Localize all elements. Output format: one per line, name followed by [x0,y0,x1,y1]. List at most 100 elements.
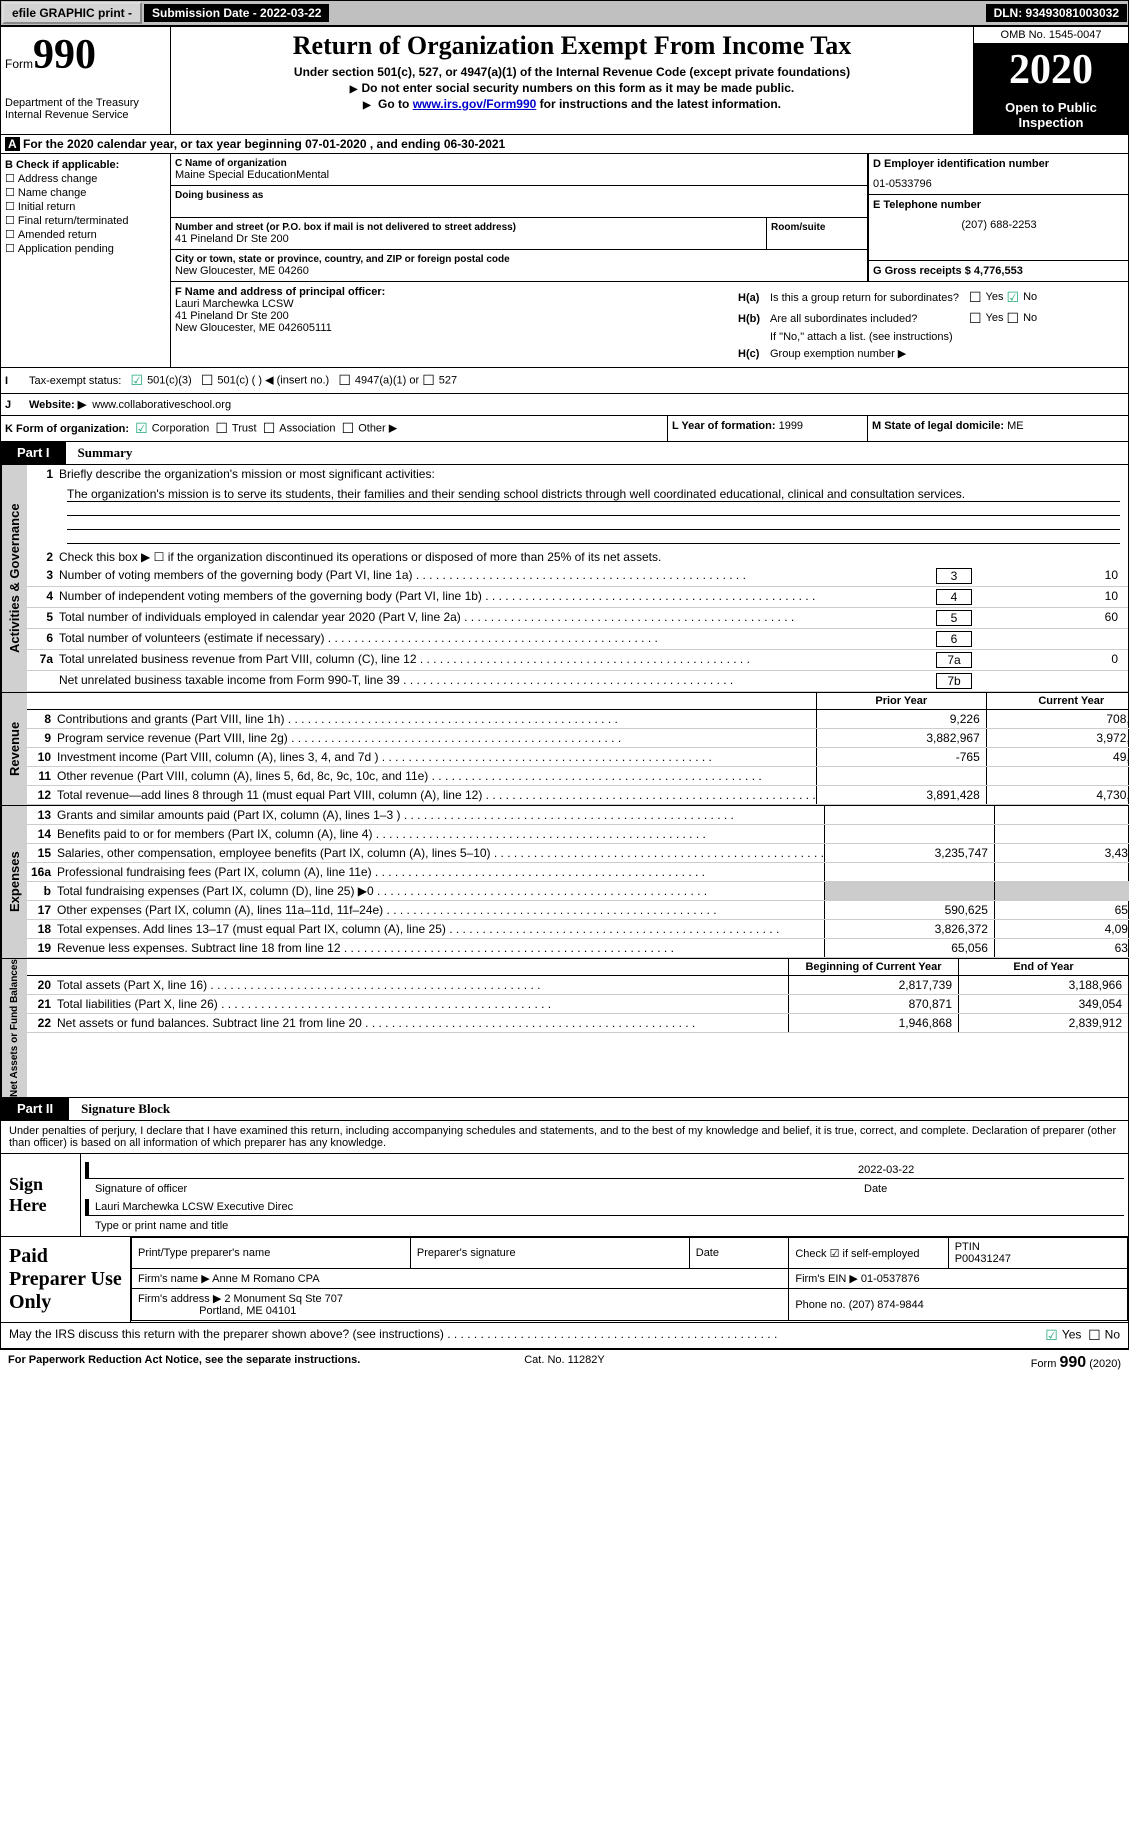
vtab-gov: Activities & Governance [1,465,27,692]
prior-val: 870,871 [788,995,958,1013]
ein-lbl: Firm's EIN ▶ [795,1273,858,1285]
l-label: L Year of formation: [672,420,776,432]
m-label: M State of legal domicile: [872,420,1004,432]
declaration: Under penalties of perjury, I declare th… [0,1121,1129,1154]
curr-val: 4,092,980 [994,920,1129,938]
officer-addr2: New Gloucester, ME 042605111 [175,322,724,334]
line-box: 5 [936,610,972,626]
part1-no: Part I [1,442,66,464]
date-lbl: Date [864,1183,1124,1195]
q2: Check this box ▶ ☐ if the organization d… [59,550,1124,564]
line-val [974,631,1124,647]
ha-q: Is this a group return for subordinates? [766,288,963,307]
prep-h3: Date [689,1238,789,1269]
ha-yes[interactable]: Yes [969,291,1004,303]
hdr-current: Current Year [986,693,1129,709]
addr-lbl: Firm's address ▶ [138,1293,221,1305]
hb-yes[interactable]: Yes [969,312,1004,324]
q1: Briefly describe the organization's miss… [59,467,1124,481]
firm-addr2: Portland, ME 04101 [199,1305,296,1317]
officer-addr1: 41 Pineland Dr Ste 200 [175,310,724,322]
curr-val: 0 [986,767,1129,785]
hdr-begin: Beginning of Current Year [788,959,958,975]
curr-val: 3,188,966 [958,976,1128,994]
city: New Gloucester, ME 04260 [175,265,863,277]
hc-q: Group exemption number ▶ [766,346,1041,361]
header-row: Form990 Department of the Treasury Inter… [0,26,1129,135]
officer-typed: Lauri Marchewka LCSW Executive Direc [95,1201,1118,1213]
phone: (207) 688-2253 [873,219,1125,231]
k-assoc[interactable]: Association [263,420,336,437]
rev-section: Revenue Prior YearCurrent Year 8Contribu… [0,693,1129,806]
firm-lbl: Firm's name ▶ [138,1273,210,1285]
k-other[interactable]: Other ▶ [342,420,398,437]
irs-link[interactable]: www.irs.gov/Form990 [413,97,537,111]
disc-yes[interactable]: Yes [1045,1327,1081,1344]
prior-val [824,863,994,881]
i-label: Tax-exempt status: [29,375,121,387]
l-val: 1999 [779,420,803,432]
e-label: E Telephone number [873,199,1125,211]
vtab-net: Net Assets or Fund Balances [1,959,27,1097]
prep-label: Paid Preparer Use Only [1,1237,131,1322]
line-desc: Salaries, other compensation, employee b… [57,844,824,862]
row-j: J Website: ▶ www.collaborativeschool.org [0,394,1129,416]
disc-no[interactable]: No [1088,1327,1120,1344]
line-val: 0 [974,652,1124,668]
subtitle-2: Do not enter social security numbers on … [175,81,969,95]
row-klm: K Form of organization: Corporation Trus… [0,416,1129,442]
sign-date: 2022-03-22 [858,1164,1118,1176]
m-val: ME [1007,420,1024,432]
ha-no[interactable]: No [1007,291,1038,303]
prior-val [824,806,994,824]
line-desc: Total unrelated business revenue from Pa… [59,652,934,668]
col-b: B Check if applicable: Address change Na… [1,154,171,367]
prior-val: 590,625 [824,901,994,919]
chk-final[interactable]: Final return/terminated [5,214,166,227]
prior-val: 3,235,747 [824,844,994,862]
prep-h4: Check ☑ if self-employed [789,1238,948,1269]
f-label: F Name and address of principal officer: [175,286,724,298]
prior-val: 3,891,428 [816,786,986,804]
chk-name[interactable]: Name change [5,186,166,199]
subtitle-1: Under section 501(c), 527, or 4947(a)(1)… [175,65,969,79]
sig-officer-lbl: Signature of officer [95,1183,864,1195]
i-501c[interactable]: 501(c) ( ) ◀ (insert no.) [201,372,329,389]
chk-pending[interactable]: Application pending [5,242,166,255]
chk-initial[interactable]: Initial return [5,200,166,213]
part2-title: Signature Block [69,1098,1128,1120]
suite-label: Room/suite [771,222,863,233]
line-desc: Investment income (Part VIII, column (A)… [57,748,816,766]
disclose-row: May the IRS discuss this return with the… [0,1323,1129,1349]
line-val [974,673,1124,689]
efile-btn[interactable]: efile GRAPHIC print - [2,2,142,24]
hb-no[interactable]: No [1007,312,1038,324]
line-desc: Number of voting members of the governin… [59,568,934,584]
exp-section: Expenses 13Grants and similar amounts pa… [0,806,1129,959]
k-trust[interactable]: Trust [215,420,256,437]
tax-year: 2020 [974,44,1128,96]
topbar: efile GRAPHIC print - Submission Date - … [0,0,1129,26]
line-box: 7a [936,652,972,668]
line-box: 6 [936,631,972,647]
i-4947[interactable]: 4947(a)(1) or [338,372,419,389]
line-desc: Revenue less expenses. Subtract line 18 … [57,939,824,957]
line-desc: Net unrelated business taxable income fr… [59,673,934,689]
main-title: Return of Organization Exempt From Incom… [175,31,969,61]
chk-address[interactable]: Address change [5,172,166,185]
k-corp[interactable]: Corporation [135,420,209,437]
i-501c3[interactable]: 501(c)(3) [131,372,192,389]
i-527[interactable]: 527 [422,372,457,389]
part1-header: Part I Summary [0,442,1129,465]
b-header: B Check if applicable: [5,159,166,171]
line-desc: Total liabilities (Part X, line 26) [57,995,788,1013]
line-desc: Total assets (Part X, line 16) [57,976,788,994]
line-desc: Grants and similar amounts paid (Part IX… [57,806,824,824]
chk-amended[interactable]: Amended return [5,228,166,241]
part2-no: Part II [1,1098,69,1120]
vtab-rev: Revenue [1,693,27,805]
cat-no: Cat. No. 11282Y [379,1354,750,1372]
firm-name: Anne M Romano CPA [212,1273,319,1285]
line-box: 3 [936,568,972,584]
hdr-end: End of Year [958,959,1128,975]
